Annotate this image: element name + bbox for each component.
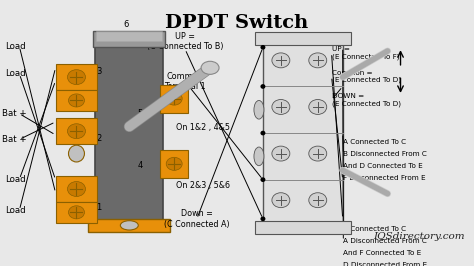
Ellipse shape <box>272 146 290 161</box>
Text: And F Connected To E: And F Connected To E <box>343 250 421 256</box>
Bar <box>93 31 165 47</box>
Ellipse shape <box>166 157 182 170</box>
Ellipse shape <box>67 181 85 197</box>
Ellipse shape <box>272 53 290 68</box>
Text: 2: 2 <box>96 134 101 143</box>
Text: 4: 4 <box>137 161 143 170</box>
Ellipse shape <box>69 94 84 107</box>
Text: DPDT Switch: DPDT Switch <box>165 14 309 32</box>
Text: Load: Load <box>5 42 26 51</box>
Text: Down =
(C Connected A): Down = (C Connected A) <box>164 209 229 228</box>
Bar <box>263 40 343 226</box>
Text: B Connected To C: B Connected To C <box>343 226 407 232</box>
Ellipse shape <box>272 193 290 208</box>
Bar <box>89 219 170 232</box>
Text: 5: 5 <box>137 109 143 118</box>
Text: Load: Load <box>5 206 26 215</box>
Ellipse shape <box>260 177 265 182</box>
Text: On 2&3 , 5&6: On 2&3 , 5&6 <box>175 181 229 190</box>
Bar <box>160 150 188 178</box>
Bar <box>55 90 98 111</box>
Ellipse shape <box>120 221 138 230</box>
Text: Common =
(E Connected To D): Common = (E Connected To D) <box>331 70 401 83</box>
Text: Load: Load <box>5 175 26 184</box>
Ellipse shape <box>166 92 182 105</box>
Text: F Disconnected From E: F Disconnected From E <box>343 175 426 181</box>
Ellipse shape <box>254 101 264 119</box>
Text: D Disconnected From E: D Disconnected From E <box>343 262 428 266</box>
Ellipse shape <box>69 145 84 162</box>
Ellipse shape <box>260 217 265 221</box>
Ellipse shape <box>309 53 327 68</box>
Text: DOWN =
(E Connected To D): DOWN = (E Connected To D) <box>331 93 401 107</box>
Bar <box>55 118 98 144</box>
Text: UP =
(E Connected To F): UP = (E Connected To F) <box>331 46 399 60</box>
Ellipse shape <box>309 99 327 114</box>
Text: 3: 3 <box>96 67 102 76</box>
Text: A Disconnected From C: A Disconnected From C <box>343 238 427 244</box>
Text: A Connected To C: A Connected To C <box>343 139 407 145</box>
Text: B Disconnected From C: B Disconnected From C <box>343 151 427 157</box>
Text: Load: Load <box>5 69 26 78</box>
Text: UP =
(C Connected To B): UP = (C Connected To B) <box>147 32 223 51</box>
Text: Bat +: Bat + <box>1 109 26 118</box>
Ellipse shape <box>309 193 327 208</box>
Bar <box>95 36 163 223</box>
Ellipse shape <box>69 206 84 219</box>
Ellipse shape <box>67 70 85 85</box>
Bar <box>55 176 98 202</box>
Text: Bat +: Bat + <box>1 135 26 144</box>
Ellipse shape <box>201 61 219 74</box>
Text: 6: 6 <box>123 20 128 29</box>
Ellipse shape <box>260 45 265 50</box>
Bar <box>160 85 188 113</box>
Bar <box>55 202 98 223</box>
Ellipse shape <box>67 124 85 139</box>
Ellipse shape <box>260 131 265 135</box>
Text: 1: 1 <box>96 203 101 212</box>
Text: And D Connected To E: And D Connected To E <box>343 163 423 169</box>
Ellipse shape <box>254 147 264 166</box>
Bar <box>55 64 98 90</box>
Text: On 1&2 , 4&5: On 1&2 , 4&5 <box>175 123 229 132</box>
Ellipse shape <box>272 99 290 114</box>
Ellipse shape <box>309 146 327 161</box>
Text: IQSdirectory.com: IQSdirectory.com <box>373 232 465 241</box>
Ellipse shape <box>260 84 265 89</box>
Text: Common
Terminal 1: Common Terminal 1 <box>164 72 206 91</box>
Bar <box>255 32 351 45</box>
Bar <box>255 221 351 234</box>
Bar <box>96 31 162 41</box>
